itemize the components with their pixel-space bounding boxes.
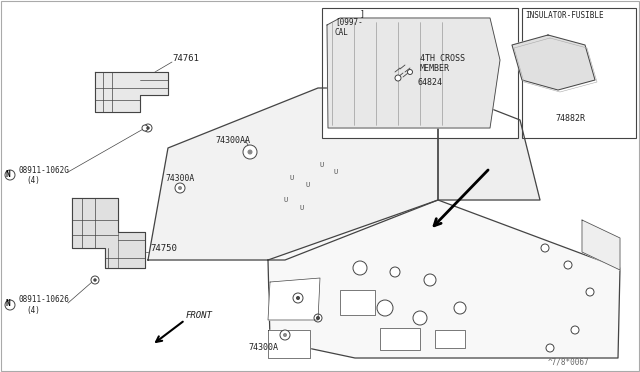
Text: 74761: 74761 (172, 54, 199, 62)
Polygon shape (582, 220, 620, 270)
Text: (4): (4) (26, 305, 40, 314)
Bar (340, 290, 375, 315)
Polygon shape (438, 88, 540, 200)
Bar (522, 8, 636, 138)
Circle shape (280, 330, 290, 340)
Text: U: U (290, 175, 294, 181)
Circle shape (454, 302, 466, 314)
Text: 08911-1062G: 08911-1062G (18, 166, 69, 174)
Circle shape (243, 145, 257, 159)
Polygon shape (268, 278, 320, 320)
Circle shape (94, 279, 96, 281)
Polygon shape (268, 200, 620, 358)
Text: 74750: 74750 (150, 244, 177, 253)
Circle shape (5, 300, 15, 310)
Text: 74300A: 74300A (165, 173, 195, 183)
Circle shape (248, 150, 252, 154)
Text: 4TH CROSS: 4TH CROSS (420, 54, 465, 62)
Circle shape (541, 244, 549, 252)
Circle shape (91, 276, 99, 284)
Text: 64824: 64824 (418, 77, 443, 87)
Text: U: U (306, 182, 310, 188)
Circle shape (293, 293, 303, 303)
Text: U: U (284, 197, 288, 203)
Circle shape (571, 326, 579, 334)
Circle shape (284, 334, 287, 337)
Circle shape (144, 124, 152, 132)
Circle shape (314, 314, 322, 322)
Text: ]: ] (360, 10, 365, 19)
Circle shape (147, 127, 149, 129)
Text: ^7/8*0067: ^7/8*0067 (548, 357, 589, 366)
Text: 74300A: 74300A (248, 343, 278, 353)
Circle shape (142, 125, 148, 131)
Text: U: U (320, 162, 324, 168)
Circle shape (179, 186, 182, 189)
Polygon shape (95, 72, 168, 112)
Circle shape (395, 75, 401, 81)
Polygon shape (268, 330, 310, 358)
Circle shape (413, 311, 427, 325)
Circle shape (390, 267, 400, 277)
Text: U: U (300, 205, 304, 211)
Circle shape (296, 296, 300, 299)
Circle shape (564, 261, 572, 269)
Circle shape (317, 317, 319, 320)
Text: (4): (4) (26, 176, 40, 185)
Text: 74882R: 74882R (555, 113, 585, 122)
Circle shape (424, 274, 436, 286)
Text: [0997-: [0997- (335, 17, 363, 26)
Circle shape (586, 288, 594, 296)
Circle shape (175, 183, 185, 193)
Text: U: U (334, 169, 338, 175)
Bar (322, 8, 518, 138)
Circle shape (408, 70, 413, 74)
Text: 74300AA: 74300AA (215, 135, 250, 144)
Polygon shape (512, 35, 595, 90)
Polygon shape (72, 198, 145, 268)
Text: INSULATOR-FUSIBLE: INSULATOR-FUSIBLE (525, 10, 604, 19)
Text: CAL: CAL (335, 28, 349, 36)
Text: N: N (6, 299, 10, 308)
Text: N: N (6, 170, 10, 179)
Circle shape (546, 344, 554, 352)
Text: FRONT: FRONT (186, 311, 213, 321)
Polygon shape (148, 88, 438, 260)
Circle shape (353, 261, 367, 275)
Bar (435, 330, 465, 348)
Circle shape (5, 170, 15, 180)
Bar (380, 328, 420, 350)
Text: 08911-10626: 08911-10626 (18, 295, 69, 305)
Text: MEMBER: MEMBER (420, 64, 450, 73)
Circle shape (377, 300, 393, 316)
Polygon shape (327, 18, 500, 128)
